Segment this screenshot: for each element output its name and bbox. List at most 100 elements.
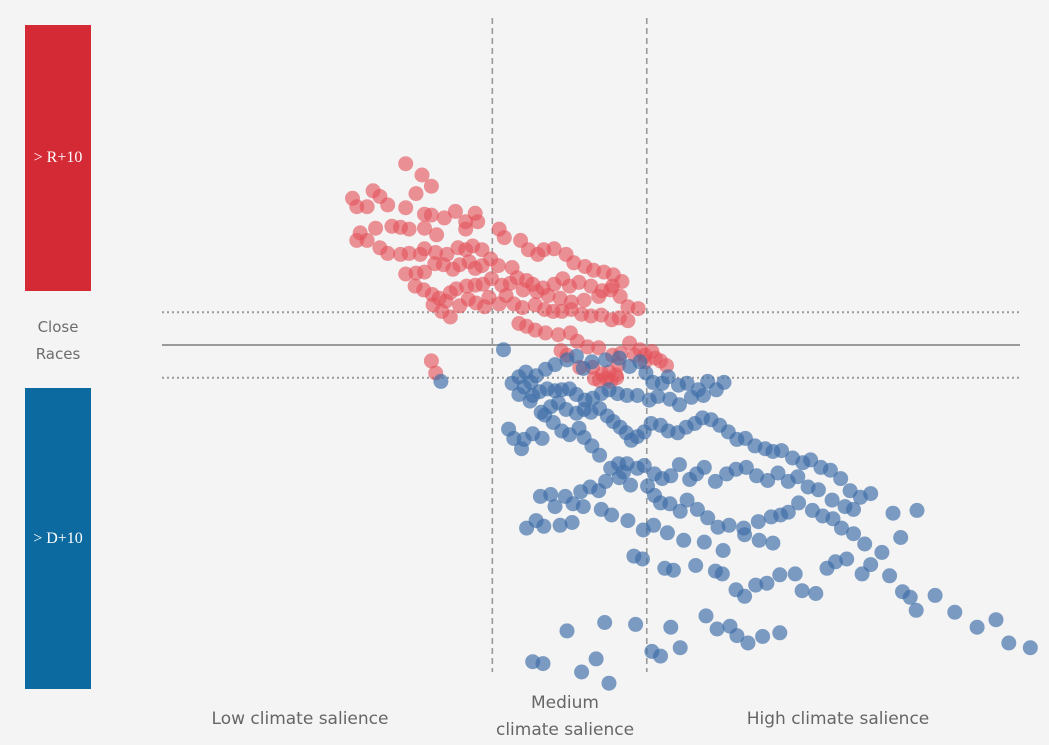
x-label-low-climate-salience: Low climate salience (211, 709, 389, 729)
data-point (611, 350, 627, 366)
data-point (417, 220, 432, 236)
data-point (803, 452, 819, 468)
data-point (408, 186, 424, 202)
data-point (748, 577, 764, 593)
data-point (824, 492, 840, 508)
data-point (662, 496, 678, 512)
data-point (882, 568, 898, 584)
data-point (774, 443, 789, 459)
data-point (698, 608, 714, 624)
data-point (679, 375, 695, 391)
data-point (591, 340, 607, 356)
data-point (514, 441, 529, 457)
data-point (349, 232, 365, 248)
data-point (772, 625, 788, 641)
d-plus-10-band-bar: > D+10 (25, 388, 91, 689)
data-point (709, 621, 725, 637)
data-point (663, 619, 679, 635)
data-point (574, 664, 590, 680)
data-point (547, 499, 563, 515)
data-point (787, 566, 803, 582)
data-point (398, 200, 414, 216)
data-point (759, 575, 775, 591)
data-point (519, 520, 535, 536)
data-point (623, 477, 638, 493)
data-point (442, 309, 458, 325)
data-point (721, 517, 737, 533)
data-point (707, 473, 723, 489)
data-point (616, 464, 632, 480)
data-point (696, 534, 712, 550)
data-point (893, 530, 909, 545)
data-point (428, 245, 444, 260)
data-point (496, 230, 512, 246)
data-point (808, 586, 824, 601)
data-point (902, 589, 918, 605)
data-point (689, 501, 705, 517)
data-point (384, 218, 400, 234)
data-point (593, 501, 609, 517)
data-point (700, 510, 716, 526)
data-point (584, 354, 600, 370)
data-point (834, 520, 849, 536)
data-point (470, 214, 486, 230)
data-point (458, 221, 474, 237)
data-point (719, 466, 735, 482)
data-point (504, 375, 520, 391)
data-point (429, 227, 445, 243)
data-point (620, 313, 636, 329)
data-point (772, 567, 788, 583)
data-point (597, 615, 613, 630)
data-point (635, 522, 651, 538)
data-point (765, 535, 781, 551)
data-point (523, 374, 539, 390)
data-point (511, 387, 527, 402)
data-points (345, 156, 1038, 691)
x-label-medium-line1: Medium (531, 693, 599, 713)
data-point (682, 472, 698, 487)
data-point (620, 513, 636, 529)
r-plus-10-label: > R+10 (33, 149, 83, 166)
data-point (588, 651, 604, 667)
data-point (515, 282, 531, 298)
data-point (874, 544, 890, 560)
data-point (710, 519, 726, 535)
data-point (780, 504, 796, 520)
data-point (927, 587, 943, 603)
d-plus-10-label: > D+10 (33, 529, 83, 547)
data-point (1022, 640, 1038, 656)
data-point (671, 457, 687, 473)
data-point (514, 300, 530, 316)
data-point (550, 327, 566, 343)
close-races-label-line2: Races (35, 345, 81, 363)
data-point (755, 629, 771, 644)
data-point (794, 583, 810, 599)
data-point (969, 619, 985, 635)
data-point (568, 348, 584, 364)
data-point (504, 260, 520, 275)
data-point (729, 628, 745, 644)
data-point (496, 342, 511, 358)
data-point (715, 543, 731, 558)
data-point (846, 526, 861, 542)
data-point (750, 514, 766, 530)
data-point (737, 588, 753, 604)
r-plus-10-band-bar: > R+10 (25, 25, 91, 291)
data-point (749, 468, 765, 484)
close-races-label-line1: Close (37, 318, 79, 336)
data-point (716, 374, 732, 390)
data-point (543, 487, 559, 502)
data-point (552, 290, 568, 306)
data-point (647, 466, 662, 482)
data-point (908, 602, 924, 618)
data-point (380, 245, 396, 261)
data-point (546, 241, 562, 257)
data-point (575, 499, 591, 515)
data-point (659, 525, 675, 541)
data-point (598, 352, 614, 368)
data-point (822, 462, 838, 478)
data-point (672, 503, 688, 519)
data-point (552, 517, 568, 533)
data-point (632, 354, 648, 370)
